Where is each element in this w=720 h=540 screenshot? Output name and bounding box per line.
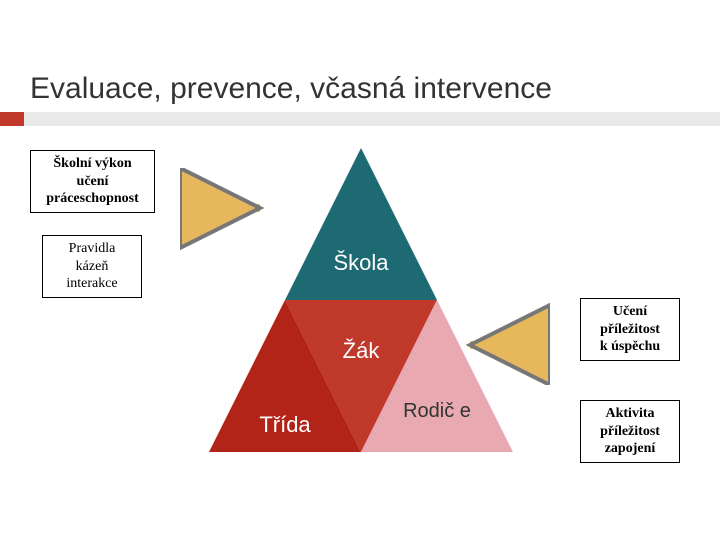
triangle-skola — [285, 148, 437, 300]
diagram-svg — [0, 0, 720, 540]
